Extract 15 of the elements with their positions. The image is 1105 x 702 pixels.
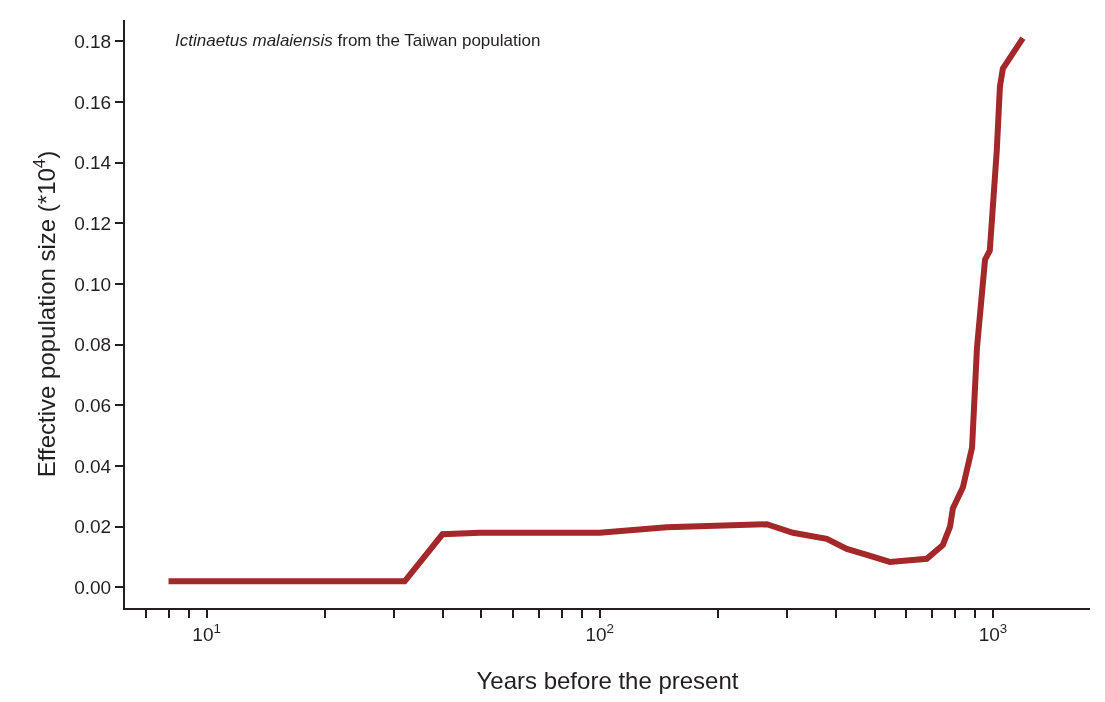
x-tick-label: 10$^{2}$ <box>585 620 615 645</box>
y-tick-label: 0.12 <box>74 212 112 234</box>
y-tick-label: 0.16 <box>74 91 112 113</box>
y-tick-label: 0.08 <box>74 334 112 356</box>
y-tick-label: 0.14 <box>74 152 112 174</box>
y-tick-label: 0.00 <box>74 577 112 599</box>
x-tick-label: 10$^{3}$ <box>978 620 1008 645</box>
y-tick-label: 0.10 <box>74 273 112 295</box>
y-tick-label: 0.02 <box>74 516 112 538</box>
y-tick-label: 0.18 <box>74 30 112 52</box>
y-tick-label: 0.04 <box>74 455 112 477</box>
y-tick-label: 0.06 <box>74 394 112 416</box>
annotation: Ictinaetus malaiensis from the Taiwan population <box>175 31 541 50</box>
x-tick-label: 10$^{1}$ <box>192 620 221 645</box>
x-axis-title: Years before the present <box>476 666 739 694</box>
